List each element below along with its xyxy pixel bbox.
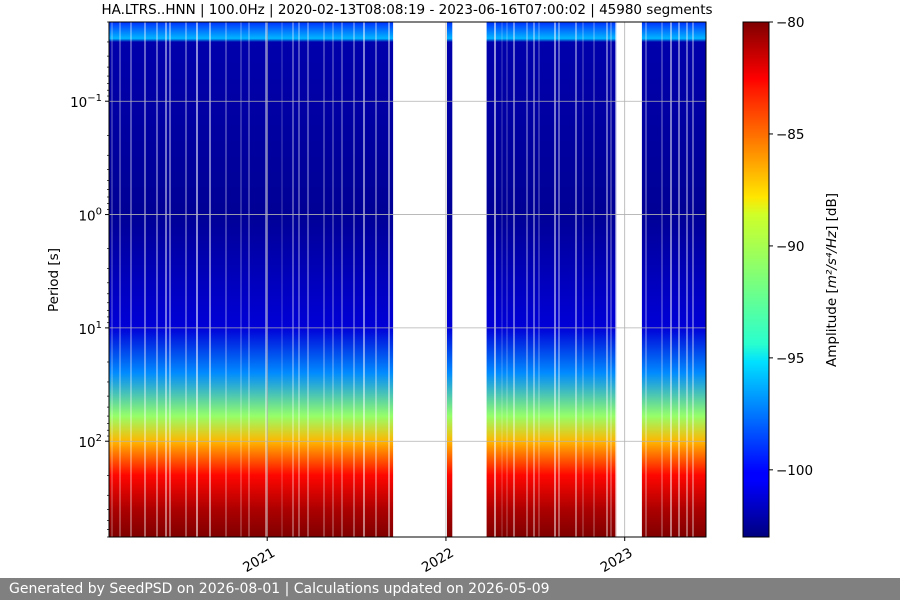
chart-title: HA.LTRS..HNN | 100.0Hz | 2020-02-13T08:0…	[101, 2, 712, 18]
colorbar-gradient	[742, 21, 770, 538]
x-tick-label: 2023	[598, 545, 636, 576]
colorbar-tick-label: −100	[776, 463, 813, 479]
y-tick-label: 10−1	[70, 93, 102, 111]
plot-area	[108, 21, 707, 538]
colorbar-tick-label: −95	[776, 351, 805, 367]
y-axis: 10−1 100 101 102	[70, 21, 109, 538]
plot-frame	[108, 21, 707, 538]
footer-banner: Generated by SeedPSD on 2026-08-01 | Cal…	[0, 578, 900, 600]
data-gap	[393, 22, 447, 537]
colorbar-tick-label: −80	[776, 15, 805, 31]
data-gap	[452, 22, 487, 537]
y-tick-label: 100	[78, 207, 102, 225]
x-axis: 2021 2022 2023	[240, 537, 635, 576]
data-gap	[616, 22, 642, 537]
y-axis-label: Period [s]	[46, 248, 62, 312]
x-tick-label: 2022	[419, 545, 457, 576]
colorbar-label: Amplitude [m²/s⁴/Hz] [dB]	[824, 193, 840, 367]
colorbar-tick-label: −85	[776, 127, 805, 143]
y-tick-label: 102	[78, 433, 102, 451]
x-tick-label: 2021	[240, 545, 278, 576]
colorbar: −80 −85 −90 −95 −100 Amplitude [m²/s⁴/Hz] [d…	[742, 15, 840, 538]
y-tick-label: 101	[78, 320, 102, 338]
colorbar-tick-label: −90	[776, 239, 805, 255]
